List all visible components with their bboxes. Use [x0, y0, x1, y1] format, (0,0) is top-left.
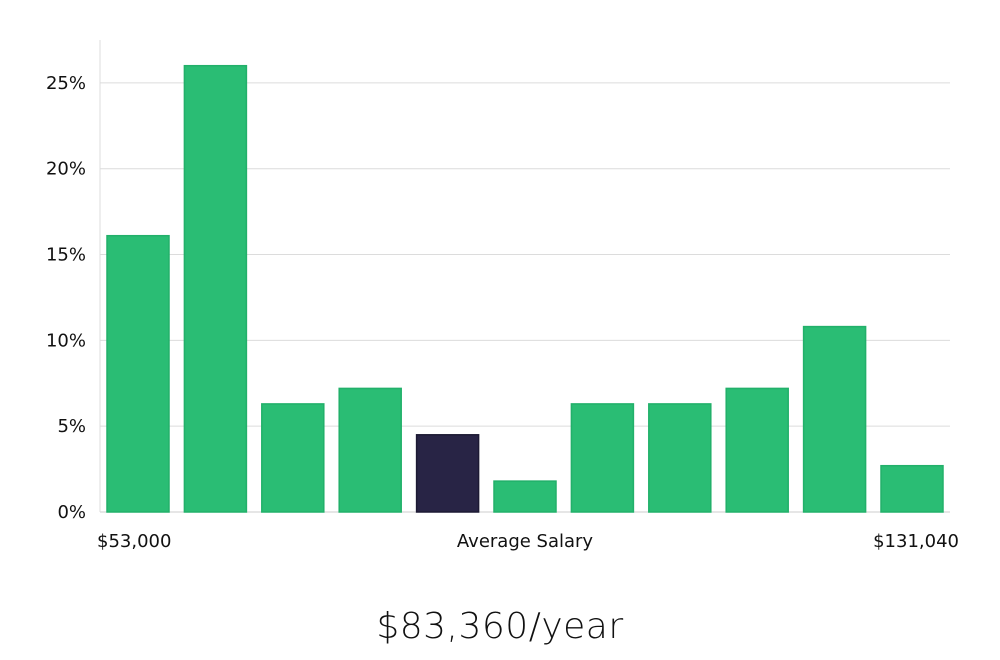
- bar: [338, 387, 402, 513]
- average-salary-value: $83,360/year: [376, 606, 624, 647]
- x-end-label: $131,040: [873, 531, 959, 552]
- x-start-label: $53,000: [97, 531, 171, 552]
- bars: [106, 64, 944, 513]
- salary-histogram: 0%5%10%15%20%25% $53,000 Average Salary …: [46, 40, 959, 552]
- y-tick-label: 5%: [57, 416, 86, 437]
- bar: [725, 387, 789, 513]
- bar: [570, 403, 635, 513]
- bar: [493, 480, 557, 513]
- y-tick-label: 20%: [46, 159, 86, 180]
- y-tick-label: 15%: [46, 245, 86, 266]
- y-tick-label: 10%: [46, 330, 86, 351]
- bar: [261, 403, 325, 513]
- bar: [880, 464, 944, 513]
- bar: [648, 403, 712, 513]
- y-axis-ticks: 0% 5% 10% 15% 20% 25%: [46, 73, 86, 523]
- x-axis-title: Average Salary: [457, 531, 594, 552]
- y-tick-label: 0%: [57, 502, 86, 523]
- bar: [802, 325, 867, 513]
- bar-highlighted: [415, 434, 480, 513]
- bar: [106, 234, 170, 513]
- y-tick-label: 25%: [46, 73, 86, 94]
- bar: [183, 64, 248, 513]
